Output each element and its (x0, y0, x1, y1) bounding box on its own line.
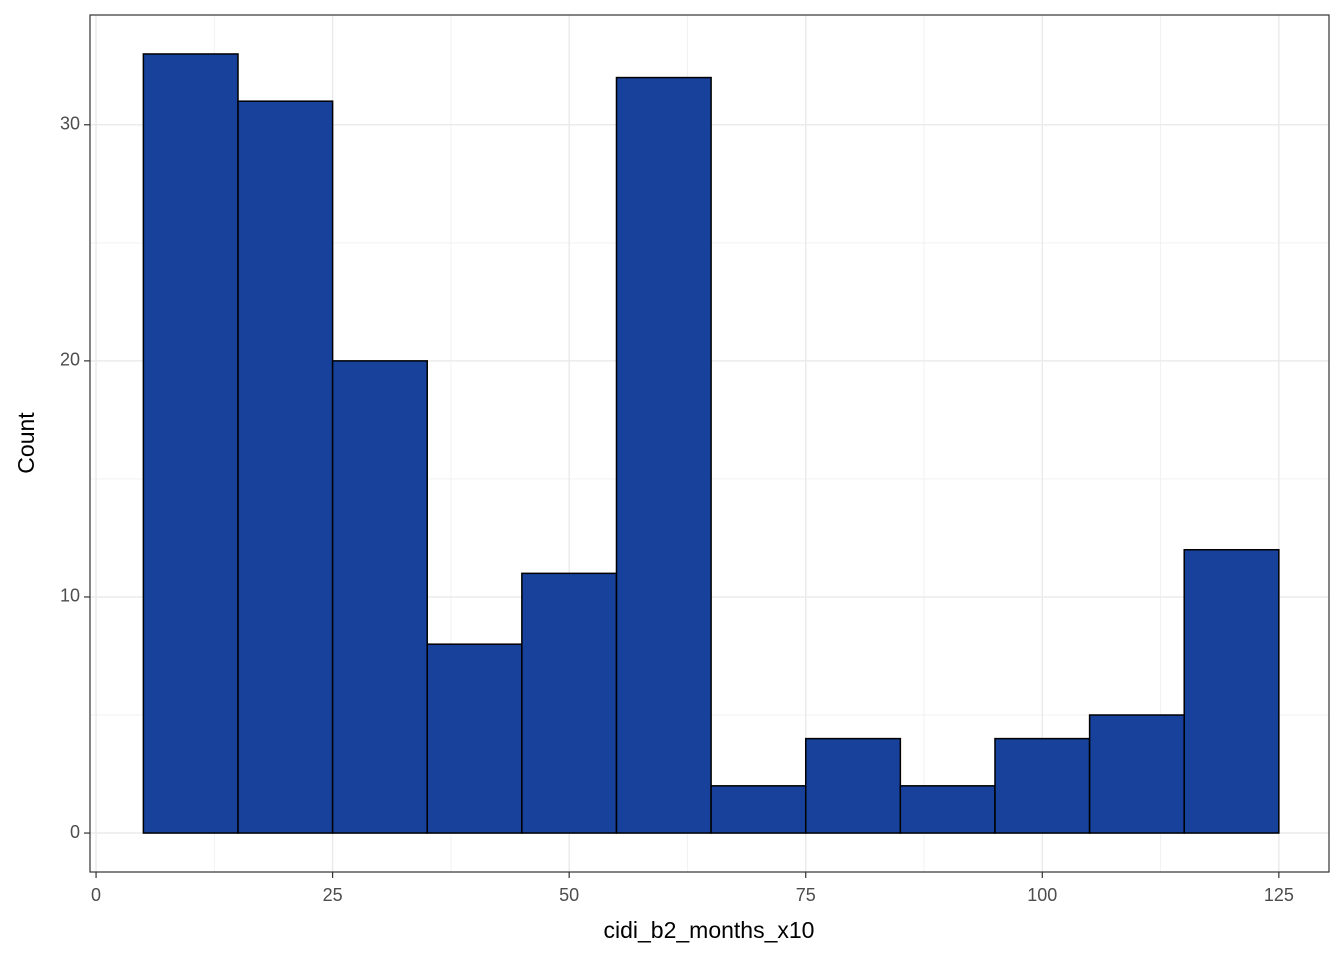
y-tick-label: 20 (60, 350, 80, 370)
y-tick-label: 30 (60, 114, 80, 134)
x-tick-label: 125 (1264, 885, 1294, 905)
bar (615, 76, 712, 834)
bar (710, 785, 807, 834)
bar (804, 737, 902, 834)
x-tick-label: 100 (1027, 885, 1057, 905)
bar (331, 360, 428, 834)
y-tick-label: 10 (60, 586, 80, 606)
bar (899, 785, 996, 834)
bar (426, 643, 523, 834)
x-tick-label: 75 (796, 885, 816, 905)
bar (142, 53, 239, 834)
x-axis-title: cidi_b2_months_x10 (604, 917, 815, 943)
bar (1183, 548, 1280, 834)
x-tick-label: 0 (91, 885, 101, 905)
x-tick-label: 25 (323, 885, 343, 905)
y-axis-title: Count (13, 412, 39, 474)
bar (994, 737, 1091, 834)
bar (521, 572, 618, 834)
x-tick-label: 50 (559, 885, 579, 905)
bar (1088, 714, 1185, 834)
y-tick-label: 0 (70, 822, 80, 842)
bar (237, 100, 334, 834)
panel-border (89, 14, 1330, 873)
